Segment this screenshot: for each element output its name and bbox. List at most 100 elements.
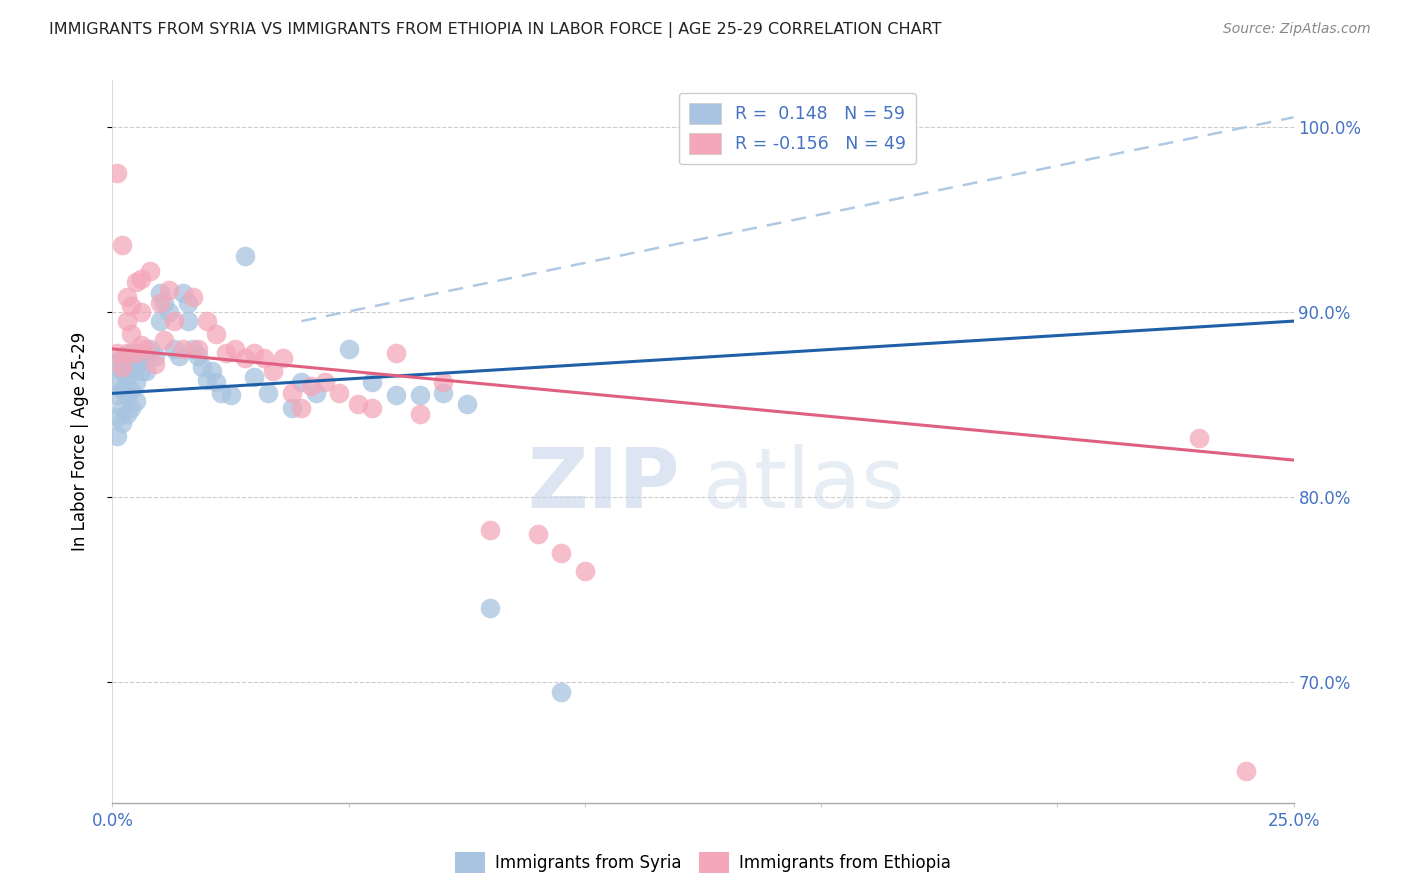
Point xyxy=(120,299,142,313)
Point xyxy=(181,290,204,304)
Point xyxy=(105,345,128,359)
Point xyxy=(281,401,304,416)
Legend: R =  0.148   N = 59, R = -0.156   N = 49: R = 0.148 N = 59, R = -0.156 N = 49 xyxy=(679,93,915,164)
Point xyxy=(253,351,276,366)
Point xyxy=(163,342,186,356)
Point xyxy=(105,388,128,402)
Point xyxy=(149,286,172,301)
Point xyxy=(115,369,138,384)
Point xyxy=(111,238,134,252)
Point xyxy=(167,349,190,363)
Point xyxy=(337,342,360,356)
Point xyxy=(163,314,186,328)
Point xyxy=(314,376,336,390)
Point xyxy=(177,314,200,328)
Point xyxy=(111,364,134,378)
Point xyxy=(233,249,256,263)
Point xyxy=(177,295,200,310)
Point xyxy=(143,349,166,363)
Point xyxy=(129,349,152,363)
Point xyxy=(129,271,152,285)
Point xyxy=(526,527,548,541)
Point xyxy=(1234,764,1257,779)
Point xyxy=(129,364,152,378)
Point xyxy=(115,355,138,369)
Point xyxy=(135,364,157,378)
Point xyxy=(408,388,430,402)
Point xyxy=(125,376,148,390)
Point xyxy=(125,345,148,359)
Point xyxy=(129,305,152,319)
Point xyxy=(479,601,502,615)
Point xyxy=(153,295,176,310)
Point xyxy=(432,386,454,401)
Point xyxy=(195,314,218,328)
Point xyxy=(347,397,370,411)
Point xyxy=(262,364,284,378)
Point xyxy=(125,393,148,408)
Point xyxy=(281,386,304,401)
Point xyxy=(304,386,326,401)
Point xyxy=(195,373,218,387)
Point xyxy=(129,338,152,352)
Point xyxy=(111,401,134,416)
Point xyxy=(143,357,166,371)
Point xyxy=(105,355,128,369)
Point xyxy=(299,379,322,393)
Point xyxy=(205,327,228,342)
Point xyxy=(550,684,572,698)
Point xyxy=(172,342,194,356)
Point xyxy=(105,429,128,443)
Point xyxy=(105,410,128,425)
Point xyxy=(157,305,180,319)
Point xyxy=(201,364,224,378)
Point xyxy=(139,264,162,278)
Point xyxy=(205,376,228,390)
Point xyxy=(111,351,134,366)
Text: ZIP: ZIP xyxy=(527,444,679,525)
Point xyxy=(149,295,172,310)
Point xyxy=(328,386,350,401)
Point xyxy=(385,388,408,402)
Point xyxy=(209,386,232,401)
Point xyxy=(172,286,194,301)
Point xyxy=(111,416,134,430)
Point xyxy=(290,401,312,416)
Y-axis label: In Labor Force | Age 25-29: In Labor Force | Age 25-29 xyxy=(70,332,89,551)
Point xyxy=(120,401,142,416)
Text: atlas: atlas xyxy=(703,444,904,525)
Point xyxy=(135,349,157,363)
Point xyxy=(224,342,246,356)
Legend: Immigrants from Syria, Immigrants from Ethiopia: Immigrants from Syria, Immigrants from E… xyxy=(449,846,957,880)
Point xyxy=(115,290,138,304)
Point xyxy=(385,345,408,359)
Point xyxy=(290,376,312,390)
Point xyxy=(243,345,266,359)
Point xyxy=(432,376,454,390)
Point xyxy=(115,314,138,328)
Point xyxy=(111,383,134,397)
Point xyxy=(456,397,478,411)
Point xyxy=(105,373,128,387)
Point xyxy=(215,345,238,359)
Point xyxy=(153,333,176,347)
Point xyxy=(115,388,138,402)
Point xyxy=(120,360,142,375)
Text: IMMIGRANTS FROM SYRIA VS IMMIGRANTS FROM ETHIOPIA IN LABOR FORCE | AGE 25-29 COR: IMMIGRANTS FROM SYRIA VS IMMIGRANTS FROM… xyxy=(49,22,942,38)
Point xyxy=(149,314,172,328)
Point xyxy=(120,383,142,397)
Point xyxy=(574,564,596,578)
Point xyxy=(186,349,208,363)
Point xyxy=(157,283,180,297)
Point xyxy=(111,360,134,375)
Point xyxy=(125,345,148,359)
Point xyxy=(125,275,148,289)
Point xyxy=(257,386,280,401)
Point xyxy=(115,345,138,359)
Point xyxy=(120,345,142,359)
Point xyxy=(139,342,162,356)
Point xyxy=(1188,431,1211,445)
Point xyxy=(181,342,204,356)
Point xyxy=(191,360,214,375)
Point xyxy=(233,351,256,366)
